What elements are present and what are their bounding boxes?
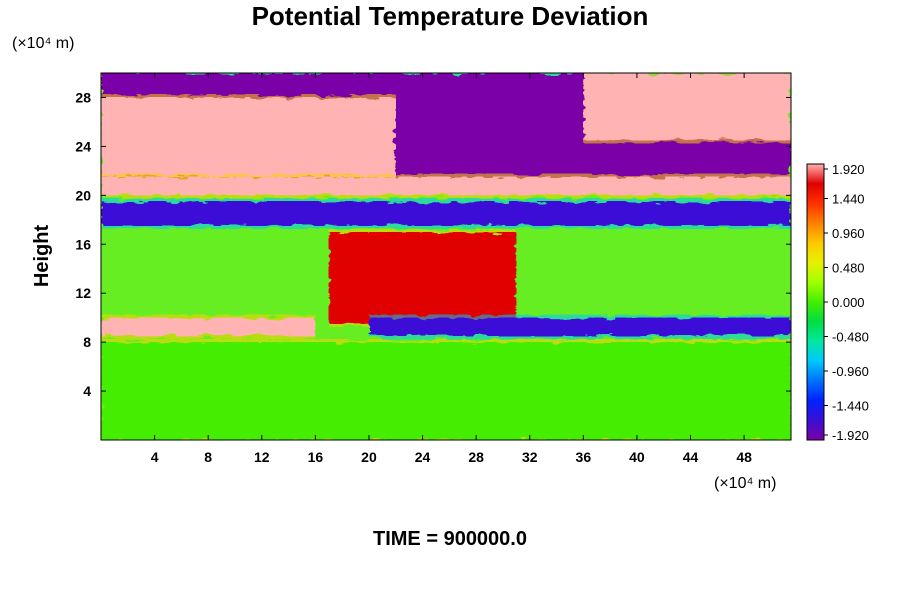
colorbar: 1.920 1.440 0.960 0.480 0.000 -0.480 -0.960 -1.… bbox=[806, 162, 869, 443]
y-unit-label: (×10⁴ m) bbox=[12, 35, 74, 52]
x-tick-label: 12 bbox=[254, 449, 270, 465]
x-tick-label: 28 bbox=[468, 449, 484, 465]
plot-frame bbox=[100, 72, 792, 441]
x-tick-label: 36 bbox=[576, 449, 592, 465]
y-axis-ticks: 4 8 12 16 20 24 28 bbox=[75, 89, 791, 399]
colorbar-tick-label: 0.960 bbox=[832, 226, 865, 241]
x-tick-label: 4 bbox=[151, 449, 159, 465]
colorbar-tick-label: 1.440 bbox=[832, 192, 865, 207]
field-region-upper-left-positive bbox=[101, 97, 396, 177]
x-tick-label: 40 bbox=[629, 449, 645, 465]
colorbar-tick-label: 0.480 bbox=[832, 261, 865, 276]
y-tick-label: 4 bbox=[83, 383, 91, 399]
field-region-band-20km-positive bbox=[101, 176, 791, 196]
colorbar-tick-label: 0.000 bbox=[832, 295, 865, 310]
x-tick-label: 44 bbox=[683, 449, 699, 465]
x-tick-label: 16 bbox=[308, 449, 324, 465]
x-unit-label: (×10⁴ m) bbox=[714, 475, 776, 492]
field-region-band-9km-negative bbox=[368, 317, 791, 337]
field-region-lower-layer-neutral bbox=[101, 342, 791, 440]
y-tick-label: 16 bbox=[75, 236, 91, 252]
x-axis-ticks: 4 8 12 16 20 24 28 32 36 40 44 48 bbox=[151, 73, 752, 465]
colorbar-scale bbox=[806, 163, 825, 441]
field-region-band-18km-negative bbox=[101, 201, 791, 226]
x-tick-label: 8 bbox=[204, 449, 212, 465]
colorbar-tick-label: -1.920 bbox=[832, 428, 869, 443]
time-label: TIME = 900000.0 bbox=[373, 528, 527, 550]
colorbar-tick-label: 1.920 bbox=[832, 162, 865, 177]
temperature-field bbox=[101, 73, 791, 440]
plot-area bbox=[100, 72, 792, 441]
field-region-upper-right-positive bbox=[583, 73, 791, 141]
colorbar-tick-label: -1.440 bbox=[832, 399, 869, 414]
colorbar-ticks: 1.920 1.440 0.960 0.480 0.000 -0.480 -0.960 -1.… bbox=[824, 162, 869, 443]
chart-title: Potential Temperature Deviation bbox=[251, 1, 649, 31]
x-tick-label: 32 bbox=[522, 449, 538, 465]
y-tick-label: 24 bbox=[75, 138, 91, 154]
y-tick-label: 28 bbox=[75, 89, 91, 105]
y-tick-label: 12 bbox=[75, 285, 91, 301]
y-tick-label: 8 bbox=[83, 334, 91, 350]
colorbar-tick-label: -0.960 bbox=[832, 364, 869, 379]
x-tick-label: 48 bbox=[736, 449, 752, 465]
y-axis-label: Height bbox=[31, 225, 53, 288]
x-tick-label: 20 bbox=[361, 449, 377, 465]
field-region-core-warm bbox=[328, 232, 517, 324]
x-tick-label: 24 bbox=[415, 449, 431, 465]
y-tick-label: 20 bbox=[75, 187, 91, 203]
field-region-band-9km-positive bbox=[101, 317, 316, 337]
colorbar-tick-label: -0.480 bbox=[832, 330, 869, 345]
